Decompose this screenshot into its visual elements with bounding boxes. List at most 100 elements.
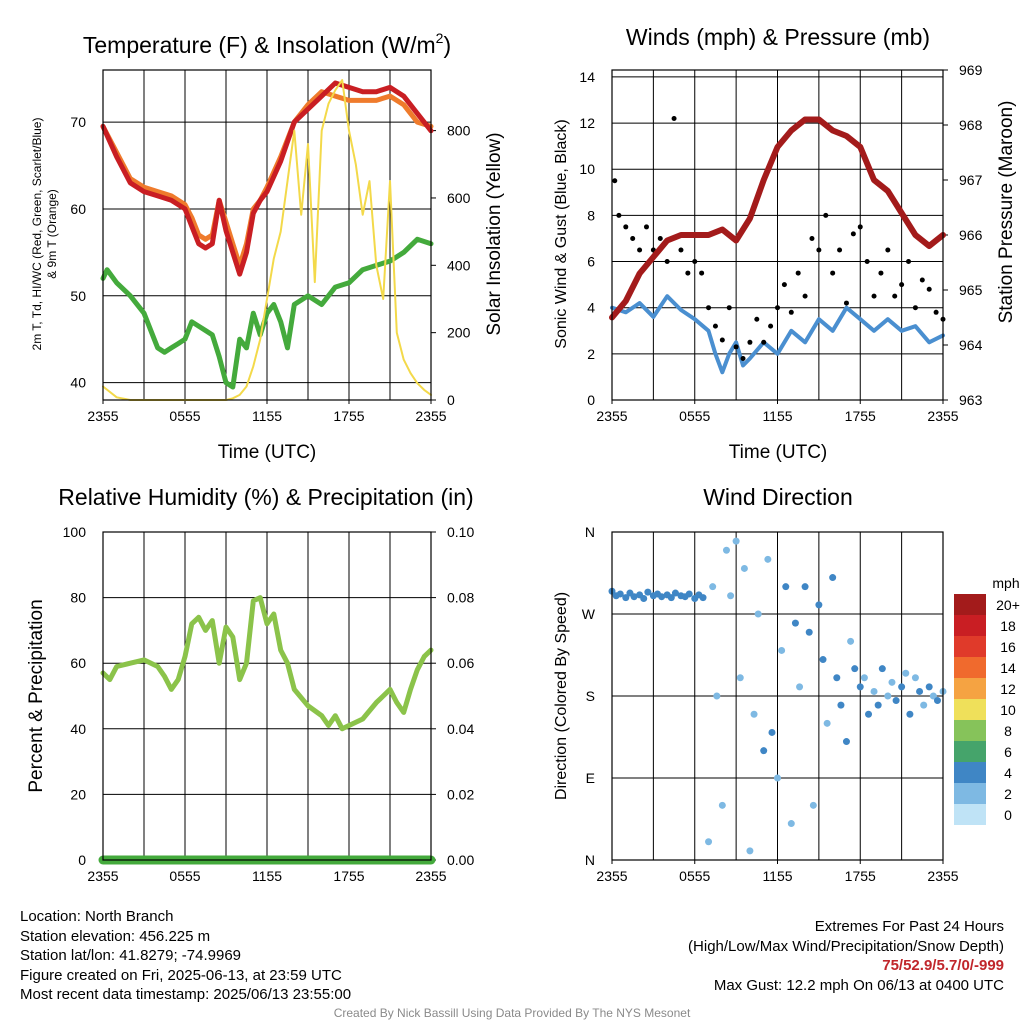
direction-point: [754, 610, 762, 618]
gust-point: [630, 235, 636, 241]
humidity-xtick-label: 2355: [415, 868, 446, 884]
legend-label: 4: [1004, 765, 1012, 781]
recent-timestamp: Most recent data timestamp: 2025/06/13 2…: [20, 986, 352, 1003]
gust-point: [899, 282, 905, 288]
direction-point: [718, 801, 726, 809]
legend-swatch: [954, 804, 986, 825]
gust-point: [733, 344, 739, 350]
temperature-frame: [102, 69, 432, 401]
direction-point: [671, 589, 679, 597]
humidity-xtick-label: 1155: [252, 868, 282, 884]
direction-ytick-label: N: [585, 852, 595, 868]
gust-point: [623, 224, 629, 230]
gust-point: [747, 339, 753, 345]
winds-ytick-label: 12: [579, 115, 595, 131]
direction-point: [658, 593, 666, 601]
direction-point: [809, 801, 817, 809]
direction-point: [847, 637, 855, 645]
gust-point: [699, 270, 705, 276]
winds-xtick-label: 2355: [596, 408, 627, 424]
temperature-xtick-label: 1755: [333, 408, 364, 424]
direction-point: [616, 590, 624, 598]
direction-point: [892, 697, 900, 705]
temperature-ytick-label: 50: [70, 288, 86, 304]
winds-y2tick-label: 969: [959, 62, 983, 78]
temperature-ytick-label: 60: [70, 201, 86, 217]
direction-point: [902, 669, 910, 677]
direction-legend-title: mph: [992, 575, 1019, 591]
gust-point: [671, 115, 677, 121]
gust-point: [892, 293, 898, 299]
humidity-ylabel-left: Percent & Precipitation: [26, 599, 47, 792]
direction-point: [782, 583, 790, 591]
winds-ytick-label: 14: [579, 69, 595, 85]
direction-point: [722, 546, 730, 554]
gust-point: [781, 282, 787, 288]
gust-point: [912, 305, 918, 311]
gust-point: [712, 323, 718, 329]
gust-point: [843, 300, 849, 306]
gust-point: [657, 235, 663, 241]
temperature-y2tick-label: 600: [447, 190, 471, 206]
winds-y2tick-label: 966: [959, 227, 983, 243]
direction-point: [630, 593, 638, 601]
legend-swatch: [954, 762, 986, 783]
temperature-xtick-label: 0555: [169, 408, 200, 424]
direction-ytick-label: E: [586, 770, 595, 786]
direction-point: [699, 594, 707, 602]
legend-swatch: [954, 720, 986, 741]
direction-point: [622, 594, 630, 602]
direction-point: [736, 674, 744, 682]
direction-xtick-label: 0555: [679, 868, 710, 884]
direction-point: [856, 683, 864, 691]
temperature-xtick-label: 2355: [415, 408, 446, 424]
direction-point: [920, 701, 928, 709]
gust-point: [685, 270, 691, 276]
winds-ytick-label: 4: [587, 300, 595, 316]
direction-point: [709, 583, 717, 591]
direction-ytick-label: N: [585, 524, 595, 540]
winds-ytick-label: 8: [587, 207, 595, 223]
direction-point: [796, 683, 804, 691]
legend-label: 8: [1004, 723, 1012, 739]
winds-xlabel: Time (UTC): [729, 442, 828, 463]
direction-point: [778, 646, 786, 654]
winds-frame: [611, 69, 944, 401]
humidity-ytick-label: 20: [70, 786, 86, 802]
gust-point: [754, 316, 760, 322]
gust-point: [616, 212, 622, 218]
direction-point: [805, 628, 813, 636]
direction-point: [916, 687, 924, 695]
legend-label: 16: [1000, 639, 1016, 655]
gust-point: [719, 337, 725, 343]
figure-created: Figure created on Fri, 2025-06-13, at 23…: [20, 966, 342, 984]
legend-label: 0: [1004, 807, 1012, 823]
direction-point: [760, 747, 768, 755]
direction-point: [685, 590, 693, 598]
humidity-y2tick-label: 0.02: [447, 786, 474, 802]
temperature-y2tick-label: 800: [447, 123, 471, 139]
legend-label: 2: [1004, 786, 1012, 802]
legend-label: 20+: [996, 597, 1020, 613]
direction-xtick-label: 1155: [762, 868, 792, 884]
legend-swatch: [954, 699, 986, 720]
legend-label: 14: [1000, 660, 1016, 676]
winds-xtick-label: 2355: [927, 408, 958, 424]
gust-point: [885, 247, 891, 253]
temperature-ytick-label: 40: [70, 375, 86, 391]
direction-point: [746, 847, 754, 855]
gust-point: [864, 259, 870, 265]
gust-point: [612, 178, 618, 184]
direction-point: [911, 674, 919, 682]
legend-swatch: [954, 636, 986, 657]
direction-point: [874, 701, 882, 709]
winds-y2tick-label: 967: [959, 172, 983, 188]
meteogram-figure: Temperature (F) & Insolation (W/m2) Wind…: [26, 24, 1020, 884]
gust-point: [643, 224, 649, 230]
direction-point: [870, 687, 878, 695]
direction-point: [768, 728, 776, 736]
direction-point: [933, 697, 941, 705]
temperature-ylabel-right: Solar Insolation (Yellow): [484, 132, 505, 335]
gust-point: [850, 231, 856, 237]
